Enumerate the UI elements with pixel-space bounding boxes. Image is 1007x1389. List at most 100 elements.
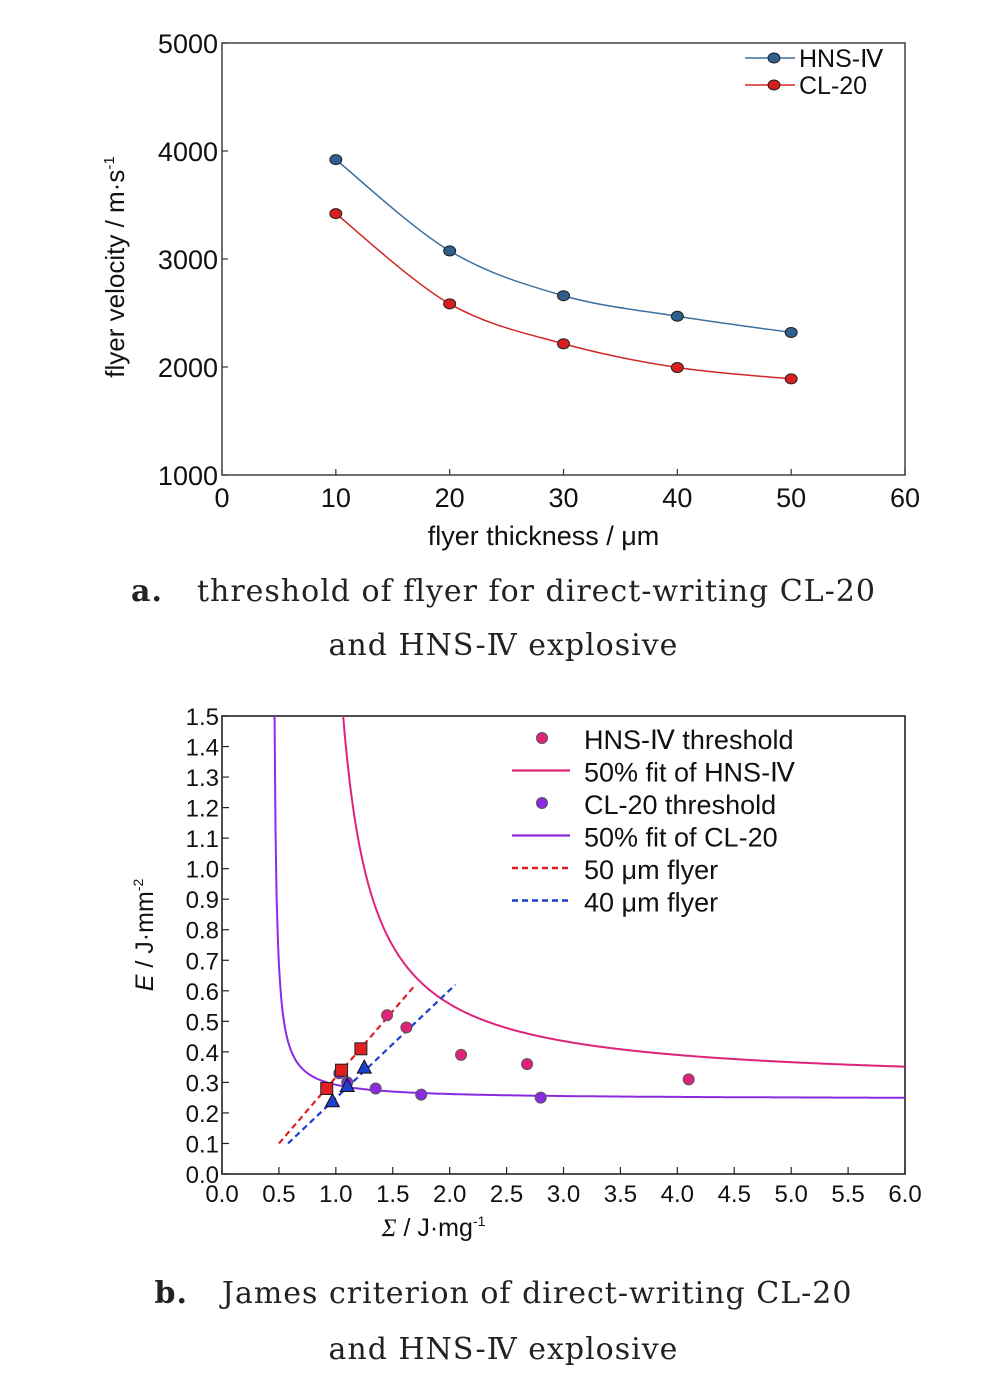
legend-label: HNS-Ⅳ threshold	[584, 725, 794, 755]
y-ticks-b: 0.0 0.1 0.2 0.3 0.4 0.5 0.6 0.7 0.8 0.9 1.0 1.1 1.2 1…	[186, 704, 229, 1189]
y-axis-label-b-unit: / J·mm	[131, 891, 159, 974]
x-tick-label: 5.5	[831, 1181, 864, 1208]
caption-a-line2: and HNS-Ⅳ explosive	[328, 628, 679, 663]
y-tick-label: 1.3	[186, 765, 219, 792]
y-tick-label: 1.0	[186, 857, 219, 884]
caption-b-line2: and HNS-Ⅳ explosive	[328, 1332, 679, 1367]
x-axis-label-b-unit: / J·mg	[397, 1214, 473, 1242]
plot-frame-b	[221, 715, 906, 1175]
y-tick-label: 0.1	[186, 1131, 219, 1158]
caption-a-text: threshold of flyer for direct-writing CL…	[196, 574, 876, 609]
y-tick-label: 3000	[158, 245, 218, 275]
x-tick-label: 2.5	[490, 1181, 523, 1208]
series-HNS-Ⅳ	[329, 154, 798, 338]
data-point	[784, 326, 798, 338]
legend-label: CL-20	[799, 72, 867, 100]
x-tick-label: 1.0	[319, 1181, 352, 1208]
x-axis-label-a: flyer thickness / μm	[428, 521, 660, 551]
data-point	[557, 338, 570, 350]
y-axis-label-a-superscript: -1	[101, 156, 118, 169]
legend-label: CL-20 threshold	[584, 790, 776, 820]
caption-b-text: James criterion of direct-writing CL-20	[221, 1276, 853, 1311]
flyer-50um-point	[335, 1063, 349, 1077]
x-tick-label: 10	[321, 483, 351, 513]
x-tick-label: 50	[776, 483, 806, 513]
x-axis-label-b-symbol: Σ	[381, 1215, 397, 1242]
flyer-40um-line	[287, 983, 457, 1145]
legend-marker	[767, 79, 781, 91]
x-tick-label: 2.0	[433, 1181, 466, 1208]
x-ticks-b: 0.0 0.5 1.0 1.5 2.0 2.5 3.0 3.5 4.0 4.5 5.0 5.5 6.0	[205, 1167, 922, 1208]
y-tick-label: 1.5	[186, 704, 219, 731]
x-tick-label: 60	[890, 483, 920, 513]
x-tick-label: 0.5	[262, 1181, 295, 1208]
data-point	[443, 298, 457, 310]
caption-a-line1: a. threshold of flyer for direct-writing …	[0, 574, 1007, 609]
legend-marker	[767, 52, 781, 64]
flyer-40um-point	[324, 1092, 341, 1108]
y-tick-label: 0.8	[186, 918, 219, 945]
series-CL-20	[329, 208, 798, 385]
cl20-threshold-point	[369, 1082, 382, 1095]
y-axis-label-b-superscript: -2	[130, 879, 146, 892]
y-tick-label: 5000	[158, 29, 218, 59]
y-tick-label: 0.6	[186, 979, 219, 1006]
y-tick-label: 0.9	[186, 887, 219, 914]
cl20-threshold-point	[534, 1091, 547, 1104]
x-axis-label-b: Σ / J·mg-1	[381, 1213, 486, 1242]
x-tick-label: 30	[548, 483, 578, 513]
data-point	[670, 362, 684, 374]
y-tick-label: 0.4	[186, 1040, 219, 1067]
x-tick-label: 0	[214, 483, 229, 513]
y-tick-label: 2000	[158, 353, 218, 383]
hns-fit-curve	[342, 716, 905, 1068]
y-tick-label: 0.3	[186, 1070, 219, 1097]
hns-threshold-point	[381, 1009, 394, 1022]
y-tick-label: 0.2	[186, 1101, 219, 1128]
data-point	[329, 208, 343, 220]
hns-threshold-point	[400, 1021, 413, 1034]
caption-a-label: a.	[131, 574, 163, 609]
flyer-50um-point	[320, 1082, 334, 1096]
x-tick-label: 0.0	[205, 1181, 238, 1208]
legend-marker	[536, 797, 548, 809]
data-point	[557, 290, 570, 302]
plot-area-b	[273, 716, 905, 1145]
data-point	[443, 245, 457, 257]
legend-marker	[536, 732, 548, 744]
hns-threshold-point	[682, 1073, 695, 1086]
data-point	[329, 154, 343, 166]
x-tick-label: 40	[662, 483, 692, 513]
data-point	[670, 310, 684, 322]
chart-a: 0 10 20 30 40 50 60 1000 2000 3000 4000 5000 flyer t…	[100, 29, 920, 551]
data-point	[784, 373, 798, 385]
caption-b-line1: b. James criterion of direct-writing CL-2…	[0, 1276, 1007, 1311]
legend-label: 50 μm flyer	[584, 855, 718, 885]
y-ticks-a: 1000 2000 3000 4000 5000	[158, 29, 228, 491]
chart-b: 0.0 0.5 1.0 1.5 2.0 2.5 3.0 3.5 4.0 4.5 5.0 5.5 6.00…	[130, 704, 922, 1242]
y-tick-label: 1.2	[186, 796, 219, 823]
plot-frame-a	[221, 42, 906, 476]
x-tick-label: 20	[435, 483, 465, 513]
x-tick-label: 3.5	[604, 1181, 637, 1208]
x-tick-label: 4.0	[661, 1181, 694, 1208]
y-tick-label: 0.5	[186, 1009, 219, 1036]
flyer-40um-point	[339, 1077, 356, 1092]
x-tick-label: 4.5	[718, 1181, 751, 1208]
x-tick-label: 5.0	[774, 1181, 807, 1208]
x-tick-label: 6.0	[888, 1181, 921, 1208]
y-axis-label-b: E / J·mm-2	[130, 879, 159, 992]
y-axis-label-b-symbol: E	[131, 974, 159, 991]
cl20-threshold-point	[415, 1088, 428, 1101]
y-tick-label: 1000	[158, 461, 218, 491]
flyer-50um-point	[354, 1042, 368, 1056]
legend-label: 50% fit of CL-20	[584, 823, 778, 853]
y-tick-label: 0.7	[186, 948, 219, 975]
x-axis-label-b-superscript: -1	[473, 1213, 486, 1229]
y-axis-label-a: flyer velocity / m·s-1	[100, 156, 130, 377]
x-ticks-a: 0 10 20 30 40 50 60	[214, 469, 920, 513]
y-tick-label: 4000	[158, 137, 218, 167]
x-tick-label: 1.5	[376, 1181, 409, 1208]
legend-label: 40 μm flyer	[584, 888, 718, 918]
